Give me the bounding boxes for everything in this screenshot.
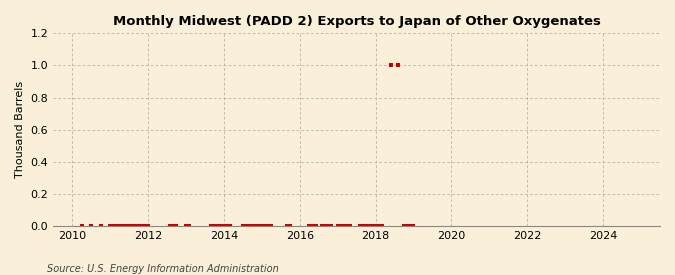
Text: Source: U.S. Energy Information Administration: Source: U.S. Energy Information Administ… (47, 264, 279, 274)
Y-axis label: Thousand Barrels: Thousand Barrels (15, 81, 25, 178)
Title: Monthly Midwest (PADD 2) Exports to Japan of Other Oxygenates: Monthly Midwest (PADD 2) Exports to Japa… (113, 15, 601, 28)
